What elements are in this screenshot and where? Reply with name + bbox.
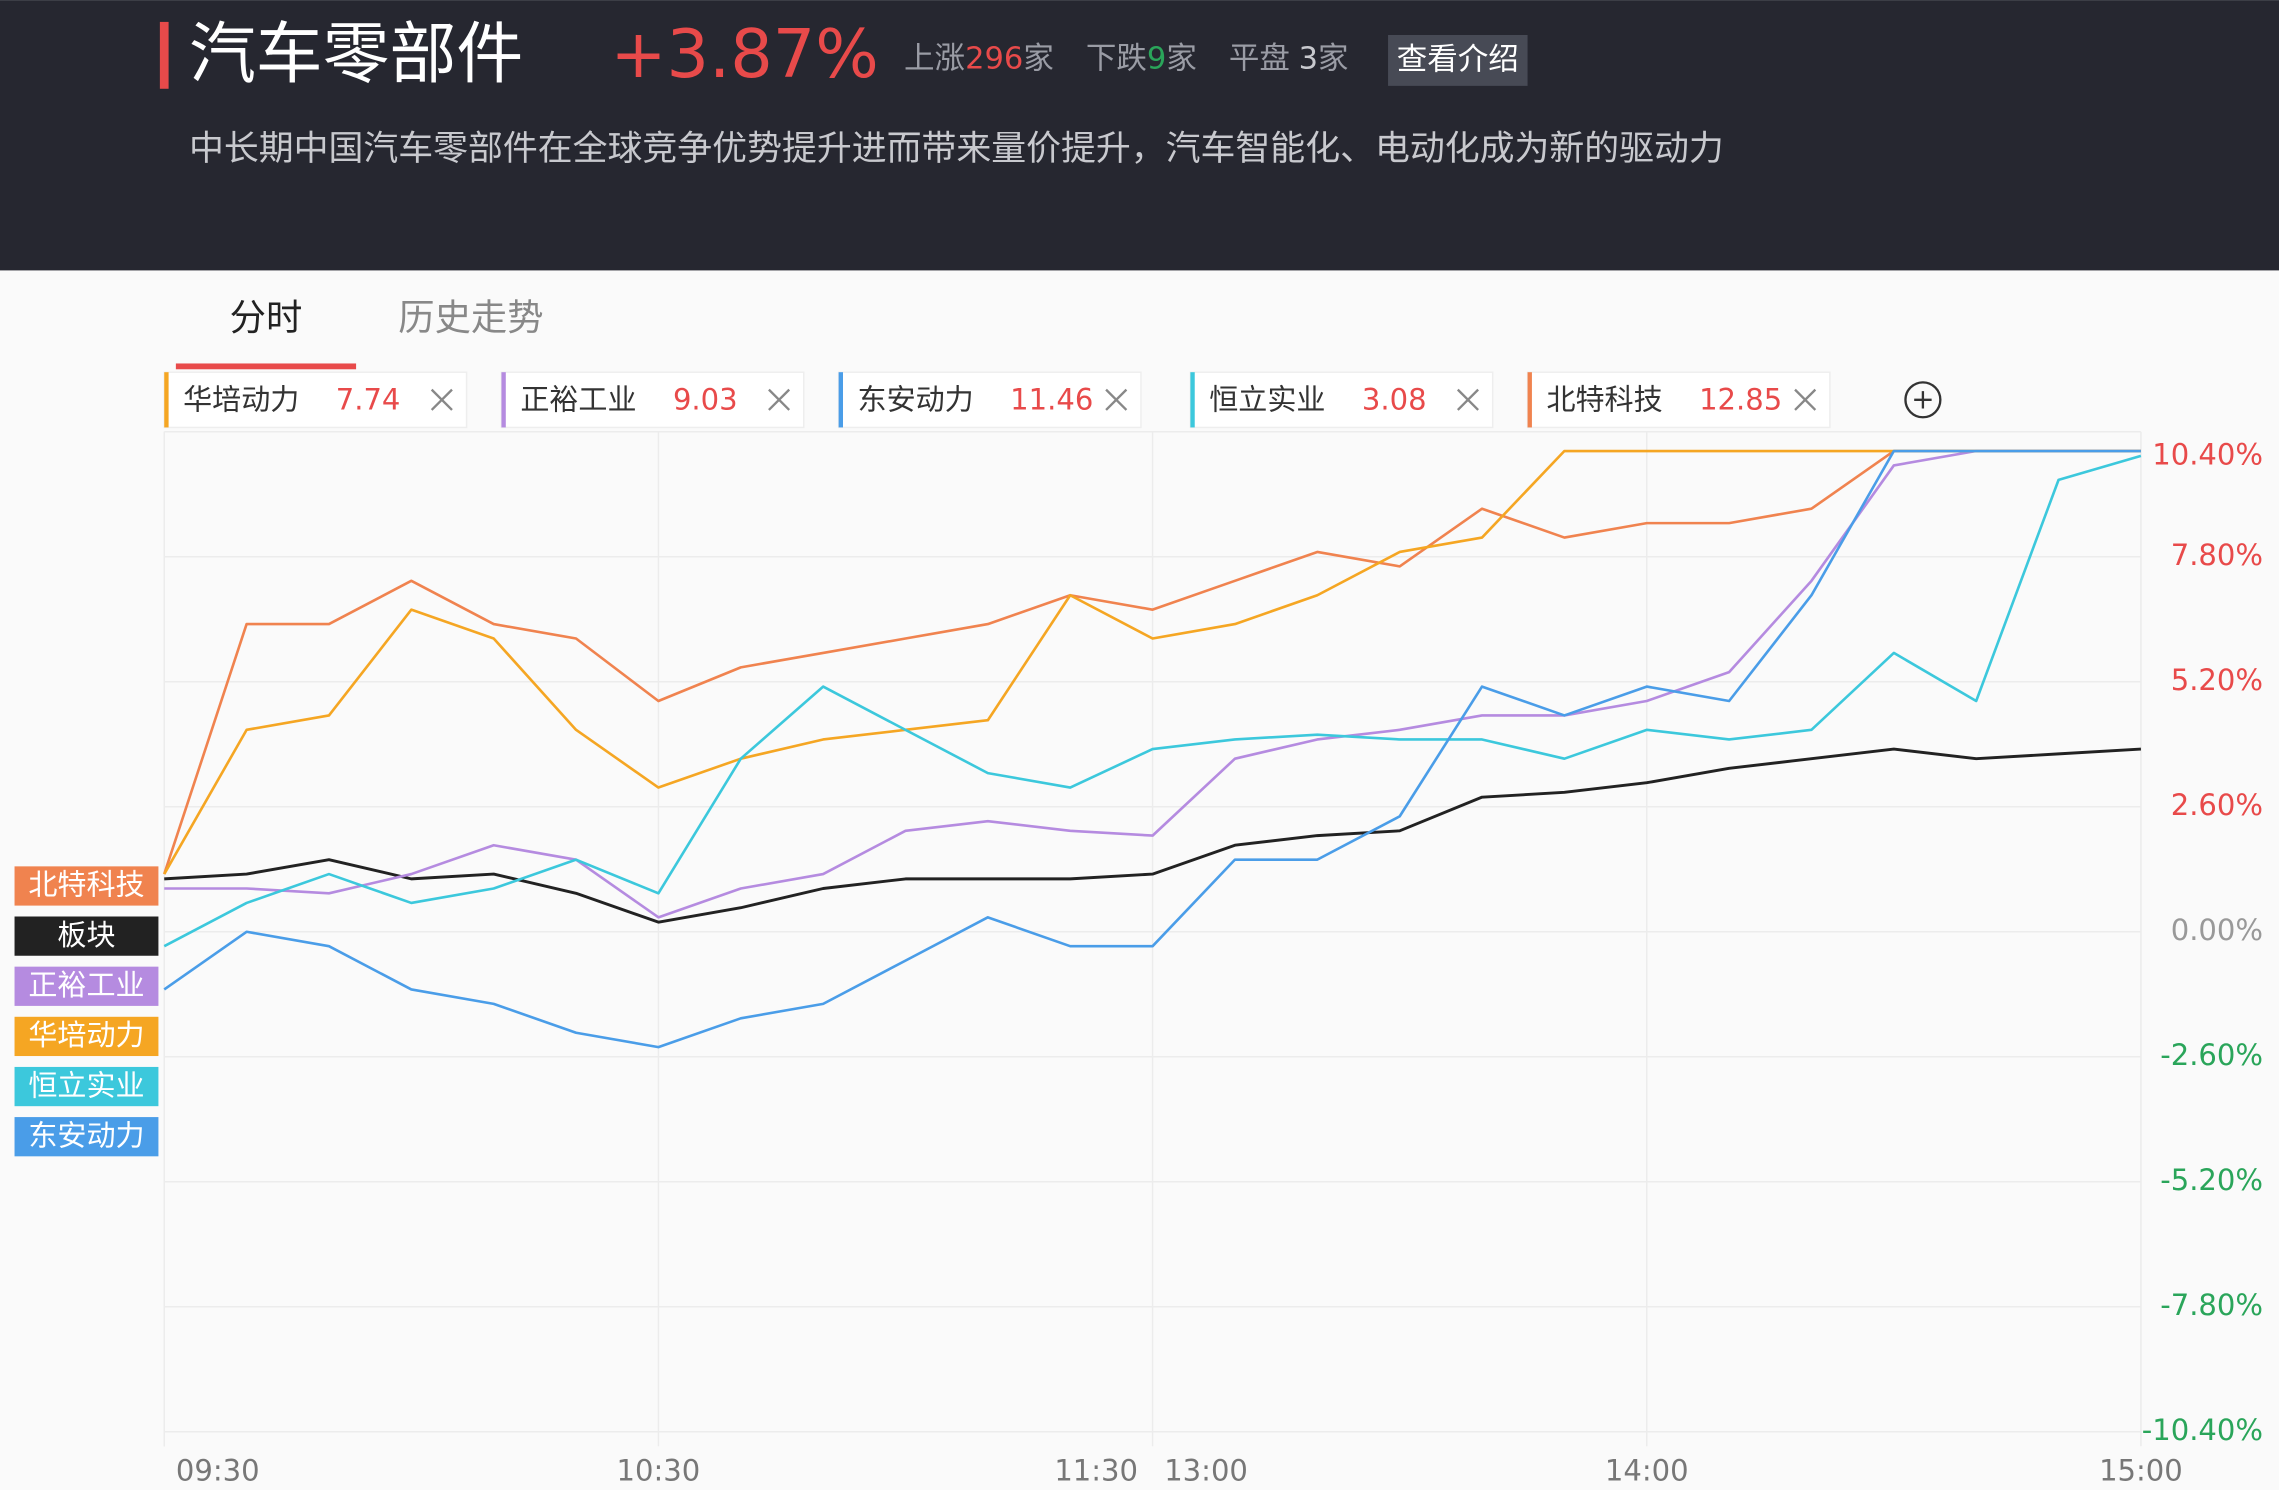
legend-label: 恒立实业: [28, 1068, 144, 1102]
chip-price: 9.03: [673, 382, 738, 416]
y-tick-label: -10.40%: [2142, 1413, 2263, 1447]
series-line: [163, 449, 2141, 1049]
y-tick-label: -2.60%: [2160, 1038, 2263, 1072]
legend-label: 正裕工业: [28, 968, 144, 1002]
chip-bg: [163, 371, 468, 429]
tab-active[interactable]: 分时: [230, 296, 303, 339]
down-count: 9: [1147, 41, 1166, 76]
chip-price: 3.08: [1362, 382, 1427, 416]
legend-label: 东安动力: [28, 1118, 144, 1152]
down-label: 下跌: [1086, 41, 1147, 76]
description-box: 中长期中国汽车零部件在全球竞争优势提升进而带来量价提升，汽车智能化、电动化成为新…: [188, 128, 1724, 169]
description: 中长期中国汽车零部件在全球竞争优势提升进而带来量价提升，汽车智能化、电动化成为新…: [188, 128, 1724, 169]
chip-close[interactable]: [1456, 388, 1479, 411]
y-tick-label: -7.80%: [2160, 1288, 2263, 1322]
y-tick-label: -5.20%: [2160, 1163, 2263, 1197]
chip-name: 正裕工业: [520, 382, 636, 416]
chip-bg: [837, 371, 1142, 429]
chip-marker: [1527, 372, 1532, 428]
chip-close[interactable]: [1794, 388, 1817, 411]
x-tick-label: 11:30: [1054, 1453, 1138, 1487]
legend-swatch: [14, 866, 159, 906]
intro-button-bg[interactable]: [1388, 34, 1528, 86]
title: 汽车零部件: [189, 15, 523, 93]
x-tick-label: 13:00: [1164, 1453, 1248, 1487]
chip-price: 7.74: [336, 382, 401, 416]
title-marker: [159, 21, 169, 89]
y-tick-label: 5.20%: [2171, 663, 2263, 697]
chip-name: 华培动力: [183, 382, 299, 416]
series-line: [162, 449, 2141, 875]
y-tick-label: 2.60%: [2171, 788, 2263, 822]
legend-label: 华培动力: [28, 1018, 144, 1052]
series-line: [164, 449, 2141, 919]
up-count: 296: [965, 41, 1023, 76]
tab-underline: [175, 363, 357, 370]
change: +3.87%: [610, 15, 878, 93]
up-label: 上涨: [904, 41, 965, 76]
flat-label: 平盘: [1229, 41, 1290, 76]
legend-swatch: [14, 1066, 159, 1107]
unit: 家: [1318, 41, 1349, 76]
chip-marker: [164, 372, 169, 428]
series-line: [163, 454, 2142, 948]
x-tick-label: 09:30: [176, 1453, 260, 1487]
chip-bg: [1189, 371, 1494, 429]
chip-name: 恒立实业: [1209, 382, 1325, 416]
chip-price: 11.46: [1010, 382, 1093, 416]
unit: 家: [1023, 41, 1054, 76]
chip-close[interactable]: [768, 388, 791, 411]
legend-swatch: [14, 1117, 159, 1157]
chip-name: 北特科技: [1546, 382, 1662, 416]
series-line: [163, 449, 2141, 875]
add-button[interactable]: [1904, 381, 1942, 419]
chip-marker: [501, 372, 506, 428]
stats: 上涨296家 下跌9家 平盘 3家: [904, 41, 1349, 76]
x-tick-label: 15:00: [2099, 1453, 2183, 1487]
intro-button[interactable]: 查看介绍: [1397, 43, 1519, 78]
legend-swatch: [14, 966, 159, 1006]
y-tick-label: 7.80%: [2171, 538, 2263, 572]
legend-label: 板块: [57, 918, 115, 952]
chip-close[interactable]: [1105, 388, 1128, 411]
unit: 家: [1166, 41, 1197, 76]
y-tick-label: 0.00%: [2171, 913, 2263, 947]
legend-swatch: [14, 916, 159, 956]
chip-close[interactable]: [430, 388, 453, 411]
legend-swatch: [14, 1016, 159, 1057]
x-tick-label: 10:30: [617, 1453, 701, 1487]
chip-marker: [1190, 372, 1195, 428]
tab[interactable]: 历史走势: [398, 296, 543, 339]
chip-price: 12.85: [1699, 382, 1782, 416]
y-tick-label: 10.40%: [2152, 437, 2263, 471]
chip-name: 东安动力: [858, 382, 974, 416]
legend-label: 北特科技: [28, 868, 144, 902]
x-tick-label: 14:00: [1605, 1453, 1689, 1487]
add-icon: [1914, 391, 1932, 409]
chip-marker: [838, 372, 843, 428]
flat-count: 3: [1299, 41, 1318, 76]
series-line: [164, 747, 2142, 924]
header-bg: [0, 0, 2279, 271]
